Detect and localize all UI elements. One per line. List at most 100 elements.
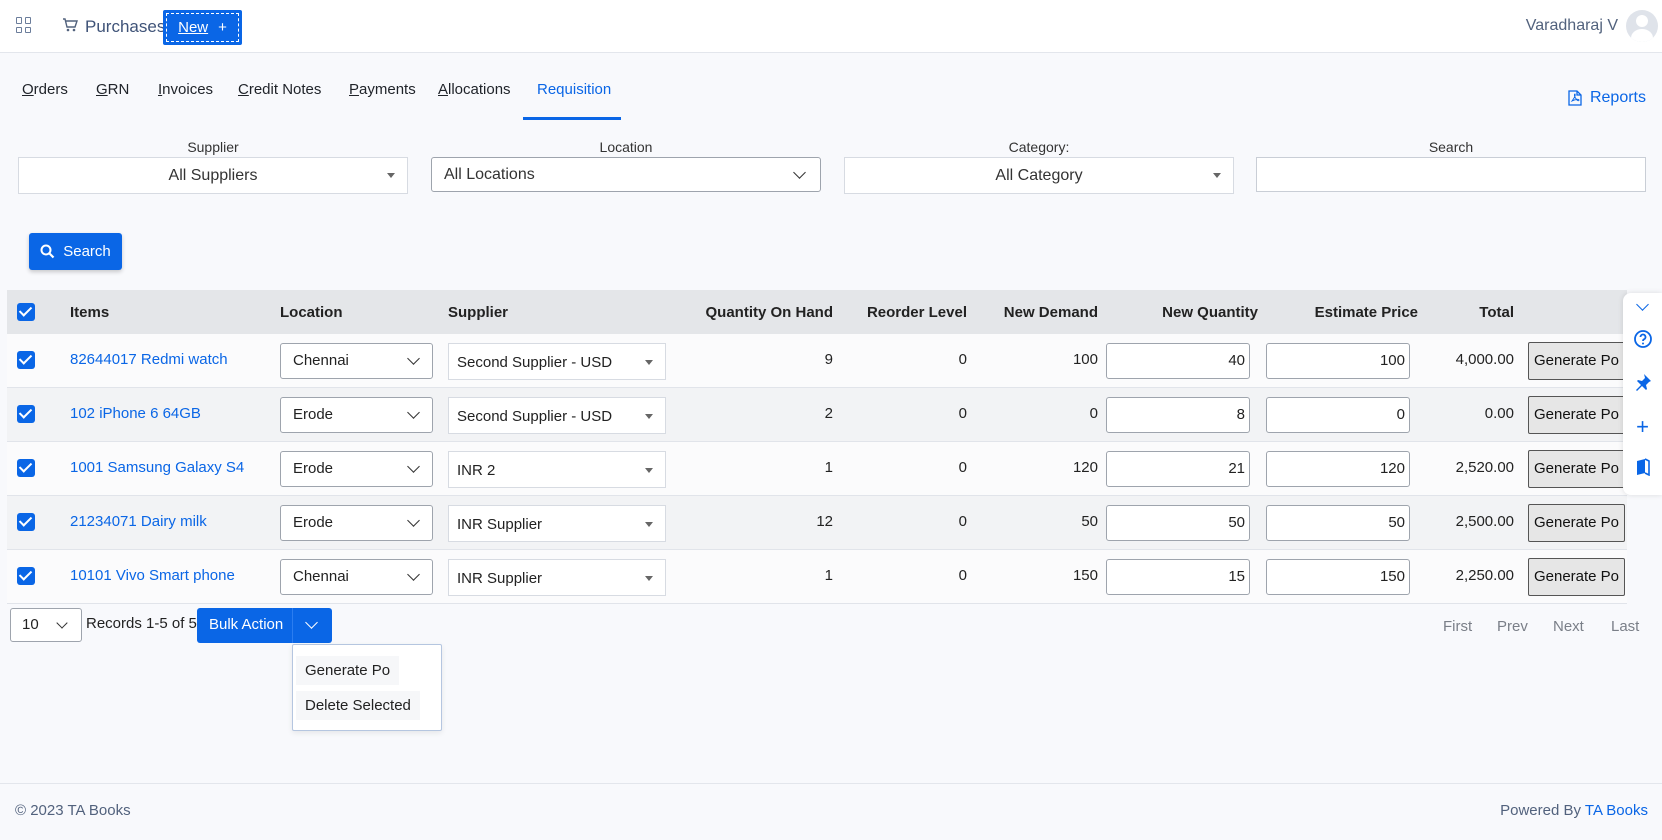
reports-link[interactable]: Reports [1568,89,1646,107]
row-total: 4,000.00 [1455,351,1514,368]
chevron-down-icon [56,617,68,629]
pager-next[interactable]: Next [1553,618,1584,635]
bulk-action-button[interactable]: Bulk Action [197,608,332,643]
pin-icon[interactable] [1623,373,1662,396]
location-filter-value: All Locations [444,166,535,183]
table-row: 1001 Samsung Galaxy S4 Erode INR 2 1 0 1… [7,442,1627,496]
tab-requisition-label: Requisition [537,81,612,98]
estimate-price-input[interactable]: 0 [1266,397,1410,433]
estimate-price-input[interactable]: 150 [1266,559,1410,595]
generate-po-button[interactable]: Generate Po [1528,396,1625,434]
new-quantity-input[interactable]: 40 [1106,343,1250,379]
estimate-price-input[interactable]: 50 [1266,505,1410,541]
tab-credit-notes-access-key: C [238,81,249,98]
row-supplier-select[interactable]: Second Supplier - USD [448,343,666,380]
menu-item-generate-po[interactable]: Generate Po [296,656,400,685]
select-all-checkbox[interactable] [17,303,35,321]
row-supplier-select[interactable]: INR 2 [448,451,666,488]
row-supplier-value: Second Supplier - USD [457,354,613,371]
add-icon[interactable]: + [1636,414,1649,439]
apps-grid-icon[interactable] [16,17,32,33]
location-filter-select[interactable]: All Locations [431,157,821,192]
pager-last[interactable]: Last [1611,618,1640,635]
powered-by-link[interactable]: TA Books [1584,802,1648,819]
tab-invoices[interactable]: Invoices [158,81,213,98]
new-button[interactable]: New + [163,10,242,45]
row-location-select[interactable]: Erode [280,397,433,433]
help-icon[interactable] [1623,329,1662,354]
tab-payments[interactable]: Payments [349,81,416,98]
row-checkbox[interactable] [17,405,35,423]
chevron-down-icon [407,568,420,581]
category-filter-select[interactable]: All Category [844,157,1234,194]
generate-po-button[interactable]: Generate Po [1528,504,1625,542]
column-header-supplier: Supplier [448,304,509,321]
tab-allocations[interactable]: Allocations [438,81,511,98]
module-title[interactable]: Purchases [85,17,166,36]
bulk-action-toggle[interactable] [292,608,332,643]
item-link[interactable]: 10101 Vivo Smart phone [70,567,235,584]
row-supplier-select[interactable]: INR Supplier [448,559,666,596]
row-location-select[interactable]: Erode [280,505,433,541]
supplier-filter-value: All Suppliers [168,167,258,184]
generate-po-button[interactable]: Generate Po [1528,450,1625,488]
row-checkbox[interactable] [17,567,35,585]
row-location-value: Erode [293,514,334,531]
book-icon[interactable] [1623,458,1662,481]
row-checkbox[interactable] [17,459,35,477]
item-link[interactable]: 102 iPhone 6 64GB [70,405,201,422]
reports-label: Reports [1589,89,1646,106]
pager-first[interactable]: First [1443,618,1473,635]
bulk-action-menu: Generate Po Delete Selected [292,644,442,731]
row-supplier-select[interactable]: Second Supplier - USD [448,397,666,434]
row-checkbox[interactable] [17,351,35,369]
reorder-level: 0 [958,405,967,422]
estimate-price-input[interactable]: 120 [1266,451,1410,487]
tab-credit-notes[interactable]: Credit Notes [238,81,321,98]
row-location-select[interactable]: Chennai [280,559,433,595]
estimate-price-input[interactable]: 100 [1266,343,1410,379]
chevron-down-icon [407,406,420,419]
user-name[interactable]: Varadharaj V [1525,17,1618,34]
tab-orders[interactable]: Orders [22,81,68,98]
column-header-new-demand: New Demand [1003,304,1098,321]
row-checkbox[interactable] [17,513,35,531]
table-row: 102 iPhone 6 64GB Erode Second Supplier … [7,388,1627,442]
supplier-filter-select[interactable]: All Suppliers [18,157,408,194]
row-supplier-value: INR Supplier [457,570,543,587]
new-quantity-input[interactable]: 15 [1106,559,1250,595]
category-filter-value: All Category [995,167,1083,184]
row-total: 2,500.00 [1455,513,1514,530]
new-demand: 100 [1072,351,1098,368]
column-header-new-quantity: New Quantity [1162,304,1258,321]
row-supplier-select[interactable]: INR Supplier [448,505,666,542]
row-location-select[interactable]: Erode [280,451,433,487]
item-link[interactable]: 21234071 Dairy milk [70,513,207,530]
tab-grn-label: RN [107,81,130,98]
cart-icon [63,18,78,32]
new-quantity-input[interactable]: 21 [1106,451,1250,487]
chevron-down-icon [1636,298,1649,311]
avatar[interactable] [1626,10,1658,42]
row-location-select[interactable]: Chennai [280,343,433,379]
tab-requisition[interactable]: Requisition [537,81,611,98]
row-location-value: Erode [293,406,334,423]
column-header-total: Total [1479,304,1514,321]
tab-grn[interactable]: GRN [96,81,129,98]
search-input[interactable] [1256,157,1646,192]
search-button[interactable]: Search [29,233,122,270]
item-link[interactable]: 1001 Samsung Galaxy S4 [70,459,245,476]
pager-prev[interactable]: Prev [1497,618,1528,635]
question-circle-icon [1633,330,1652,348]
quantity-on-hand: 9 [824,351,833,368]
page-size-select[interactable]: 10 [10,608,82,642]
tab-orders-access-key: O [22,81,34,98]
new-quantity-input[interactable]: 50 [1106,505,1250,541]
item-link[interactable]: 82644017 Redmi watch [70,351,228,368]
powered-by-text: Powered By TA Books [1500,802,1648,819]
generate-po-button[interactable]: Generate Po [1528,342,1625,380]
new-quantity-input[interactable]: 8 [1106,397,1250,433]
tab-allocations-access-key: A [438,81,449,98]
menu-item-delete-selected[interactable]: Delete Selected [296,691,420,720]
generate-po-button[interactable]: Generate Po [1528,558,1625,596]
